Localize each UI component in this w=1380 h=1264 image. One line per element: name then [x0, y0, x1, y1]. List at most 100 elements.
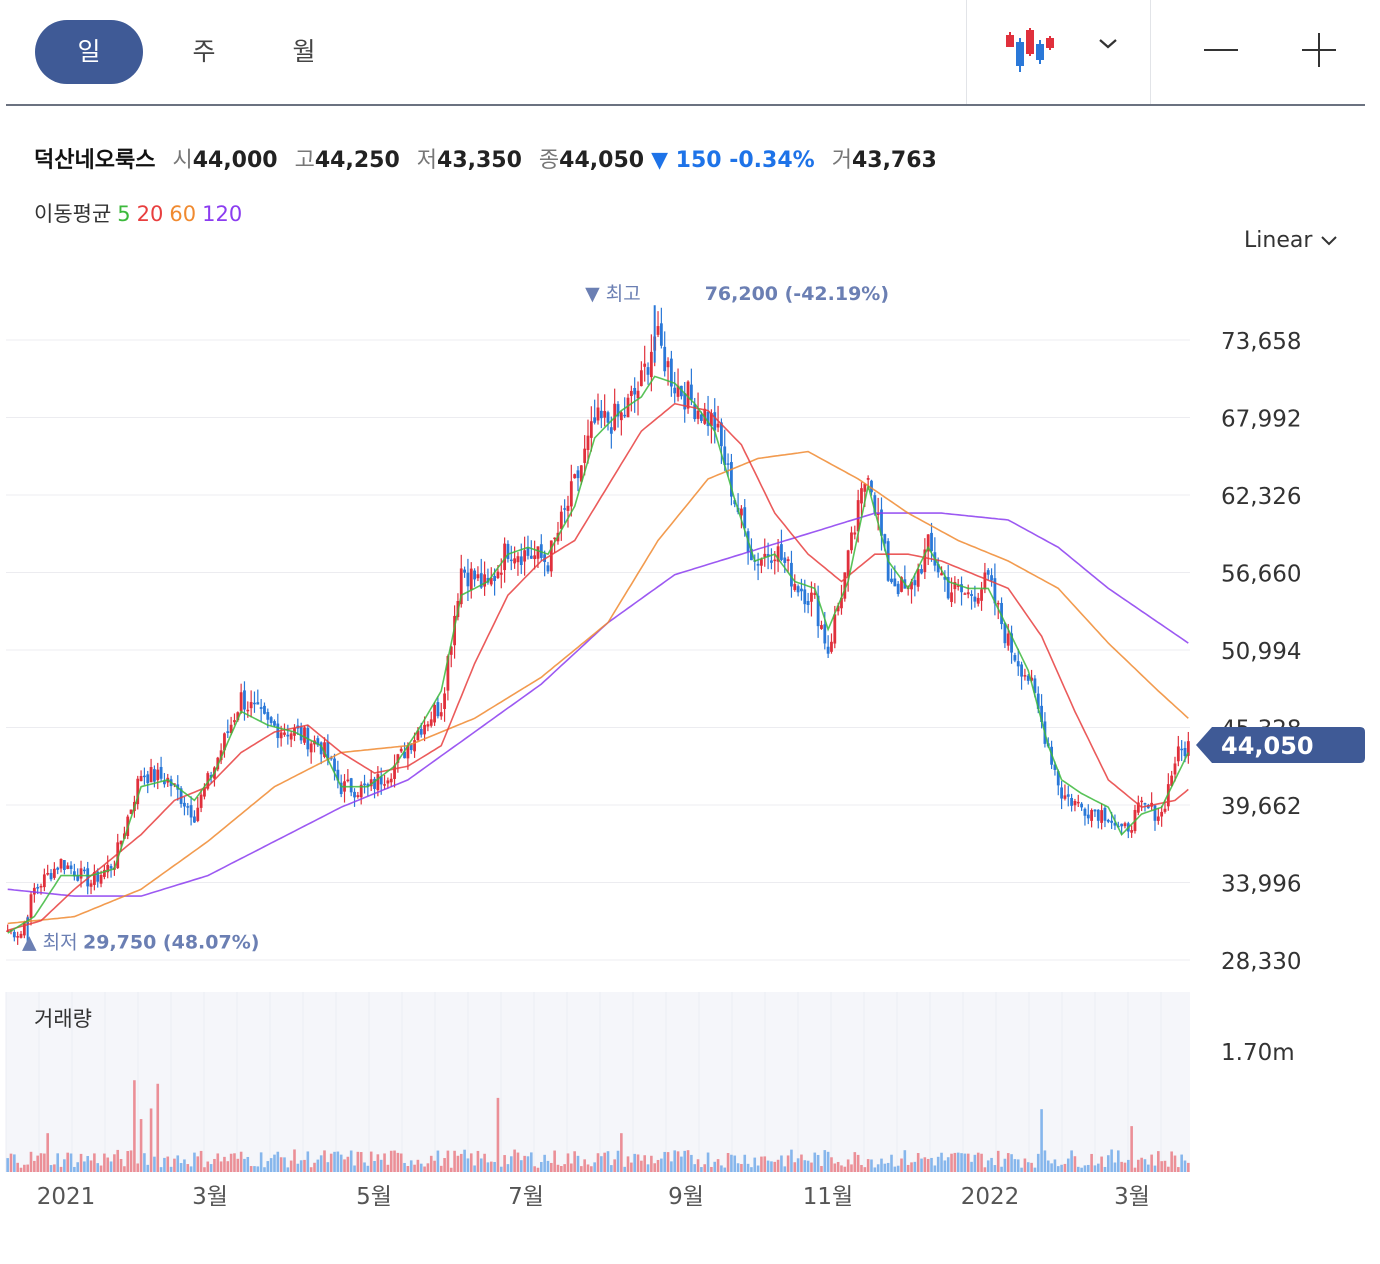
- volume-bar: [183, 1159, 186, 1172]
- volume-bar: [650, 1155, 653, 1172]
- candle-body: [149, 767, 153, 783]
- ma-20[interactable]: 20: [136, 202, 164, 226]
- volume-bar: [213, 1158, 216, 1172]
- candle-body: [743, 507, 747, 529]
- candle-body: [19, 933, 23, 938]
- candle-body: [163, 780, 166, 785]
- volume-bar: [1006, 1153, 1010, 1172]
- candle-body: [153, 769, 156, 782]
- candle-body: [286, 734, 290, 737]
- candle-body: [56, 867, 60, 870]
- candle-body: [533, 555, 537, 560]
- candle-body: [236, 712, 240, 721]
- candle-body: [82, 869, 86, 872]
- volume-bar: [630, 1162, 633, 1172]
- tab-weekly[interactable]: 주: [192, 37, 216, 66]
- candle-body: [496, 571, 500, 579]
- chevron-down-icon[interactable]: [1096, 34, 1120, 54]
- volume-bar: [876, 1164, 880, 1172]
- candle-body: [346, 779, 350, 782]
- tab-daily[interactable]: 일: [35, 20, 143, 84]
- candle-body: [750, 548, 753, 561]
- candle-body: [596, 407, 600, 421]
- tab-monthly[interactable]: 월: [292, 37, 316, 66]
- volume-bar: [840, 1165, 843, 1172]
- volume-bar: [683, 1150, 687, 1172]
- zoom-out-icon[interactable]: [1202, 30, 1242, 70]
- volume-bar: [606, 1151, 610, 1172]
- candle-body: [299, 726, 303, 741]
- candle-body: [273, 721, 276, 726]
- candle-body: [1130, 830, 1134, 833]
- candle-body: [389, 778, 393, 783]
- ma-120[interactable]: 120: [202, 202, 243, 226]
- volume-bar: [466, 1158, 470, 1172]
- candle-body: [609, 427, 613, 434]
- candle-body: [76, 875, 80, 881]
- candle-body: [1106, 819, 1110, 822]
- candle-body: [423, 724, 426, 735]
- candle-body: [890, 578, 893, 583]
- candle-body: [259, 707, 263, 709]
- toolbar-divider: [966, 0, 967, 104]
- candle-body: [233, 720, 236, 723]
- candle-body: [916, 568, 920, 587]
- volume-bar: [299, 1160, 303, 1172]
- volume-bar: [596, 1153, 600, 1172]
- volume-bar: [960, 1153, 963, 1172]
- volume-bar: [199, 1150, 203, 1172]
- candle-body: [289, 733, 293, 740]
- candle-body: [139, 776, 143, 782]
- candle-body: [1156, 816, 1160, 821]
- candlestick-chart-icon[interactable]: [1004, 26, 1056, 74]
- volume-bar: [429, 1155, 433, 1172]
- volume-bar: [323, 1150, 326, 1172]
- ma-5[interactable]: 5: [117, 202, 131, 226]
- volume-bar: [1160, 1161, 1163, 1172]
- toolbar-divider: [1150, 0, 1151, 104]
- volume-bar: [313, 1162, 316, 1172]
- ma-60[interactable]: 60: [169, 202, 197, 226]
- scale-label: Linear: [1244, 228, 1313, 253]
- candle-body: [790, 562, 793, 587]
- candle-body: [713, 412, 717, 431]
- candle-body: [426, 724, 430, 727]
- volume-bar: [129, 1150, 133, 1172]
- candle-body: [22, 922, 26, 936]
- candle-body: [359, 784, 363, 798]
- volume-bar: [1073, 1156, 1077, 1172]
- zoom-in-icon[interactable]: [1300, 30, 1340, 70]
- volume-bar: [900, 1158, 903, 1172]
- candle-body: [109, 866, 113, 869]
- toolbar: 일 주 월: [6, 0, 1365, 106]
- candle-body: [1003, 623, 1007, 644]
- x-tick-label: 5월: [356, 1184, 392, 1210]
- volume-bar: [990, 1157, 993, 1172]
- volume-bar: [920, 1158, 923, 1172]
- volume-bar: [39, 1153, 43, 1172]
- volume-bar: [746, 1163, 750, 1172]
- scale-selector[interactable]: Linear: [1244, 228, 1339, 253]
- volume-bar: [800, 1154, 803, 1172]
- candle-body: [516, 556, 520, 563]
- volume-bar: [980, 1153, 983, 1172]
- candle-body: [513, 558, 517, 564]
- volume-bar: [1043, 1150, 1047, 1172]
- candle-body: [39, 885, 43, 888]
- candle-body: [503, 543, 507, 571]
- volume-bar: [179, 1163, 183, 1172]
- low-value: 43,350: [437, 148, 522, 173]
- volume-bar: [646, 1164, 650, 1172]
- candle-body: [249, 702, 253, 709]
- candle-body: [673, 387, 677, 394]
- candle-body: [253, 702, 256, 705]
- volume-bar: [563, 1164, 566, 1172]
- candle-body: [436, 702, 440, 717]
- volume-bar: [906, 1164, 910, 1172]
- volume-bar: [556, 1164, 560, 1172]
- candle-body: [406, 745, 410, 759]
- volume-bar: [449, 1167, 453, 1172]
- candle-body: [813, 592, 817, 595]
- volume-bar: [13, 1154, 16, 1172]
